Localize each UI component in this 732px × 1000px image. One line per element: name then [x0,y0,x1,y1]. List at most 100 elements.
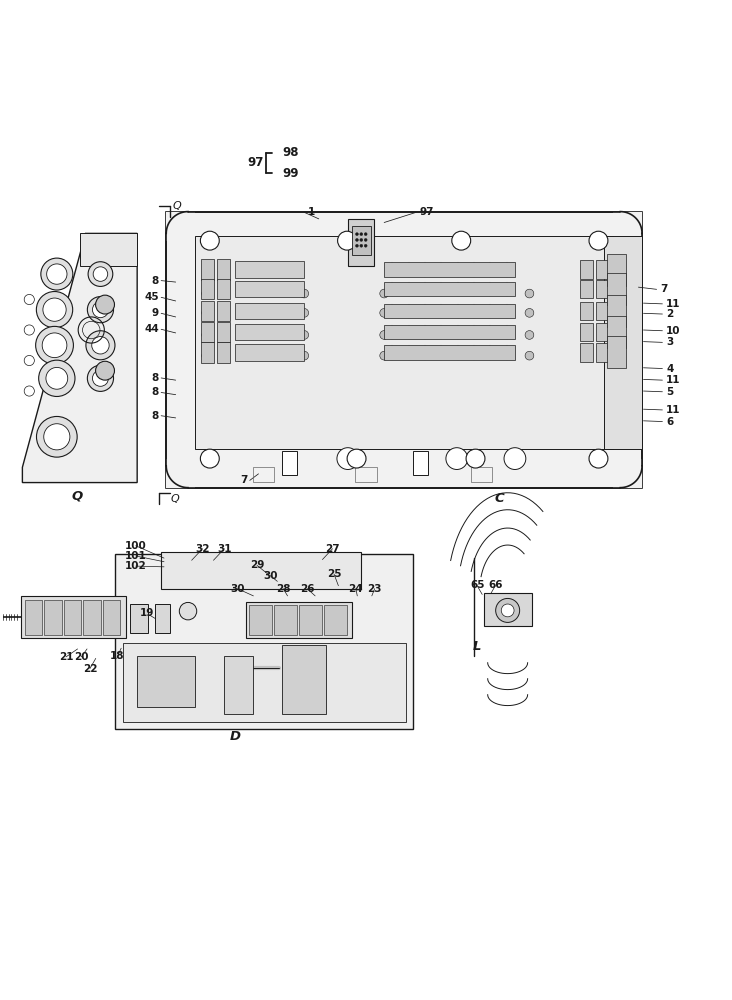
Circle shape [24,355,34,366]
Circle shape [598,351,606,360]
Text: 11: 11 [666,299,681,309]
Circle shape [466,449,485,468]
Text: 19: 19 [139,608,154,618]
Text: 18: 18 [111,651,124,661]
Bar [597,260,609,279]
Circle shape [42,333,67,358]
Bar [247,602,352,638]
Circle shape [96,361,114,380]
Bar [580,280,594,298]
Bar [580,343,594,362]
Circle shape [86,331,115,360]
Bar [607,336,626,368]
Bar [83,600,101,635]
Text: 3: 3 [666,337,673,347]
Circle shape [365,244,367,247]
Bar [352,226,371,255]
Bar [384,304,515,318]
Bar [166,212,195,241]
Text: 22: 22 [83,664,97,674]
Bar [44,600,61,635]
Text: 100: 100 [125,541,146,551]
Circle shape [88,262,113,286]
Bar [166,212,642,488]
Text: 8: 8 [152,387,159,397]
Bar [580,260,594,279]
Circle shape [337,448,359,469]
Text: 8: 8 [152,276,159,286]
Bar [224,656,253,714]
Circle shape [202,351,211,360]
Bar [274,605,297,635]
Bar [612,260,625,279]
Text: 2: 2 [666,309,673,319]
Circle shape [360,244,363,247]
Bar [580,302,594,320]
Text: 4: 4 [666,364,673,374]
Circle shape [93,267,108,281]
Bar [201,259,214,280]
Circle shape [360,233,363,236]
Circle shape [598,289,606,298]
Bar [283,645,326,714]
Text: C: C [494,492,504,505]
Bar [471,467,492,482]
Polygon shape [23,233,137,483]
Circle shape [589,449,608,468]
Text: 45: 45 [144,292,159,302]
Text: 65: 65 [470,580,485,590]
Text: D: D [230,730,241,743]
Bar [217,301,230,321]
Text: 8: 8 [152,411,159,421]
Circle shape [44,424,70,450]
Circle shape [41,258,72,290]
Bar [384,345,515,360]
Text: 5: 5 [666,387,673,397]
Circle shape [87,297,113,323]
Text: 7: 7 [240,475,247,485]
Circle shape [24,325,34,335]
Bar [201,342,214,363]
Circle shape [300,309,309,317]
Bar [607,254,626,286]
Circle shape [365,238,367,241]
Text: 98: 98 [283,146,299,159]
Circle shape [598,331,606,339]
Bar [201,279,214,299]
Bar [324,605,347,635]
Text: Q: Q [171,494,179,504]
Text: 97: 97 [419,207,434,217]
Bar [384,282,515,296]
Circle shape [360,238,363,241]
Circle shape [202,289,211,298]
Bar [201,322,214,342]
Bar [123,643,406,722]
Text: 1: 1 [308,207,315,217]
Circle shape [24,386,34,396]
Text: L: L [473,640,482,653]
Bar [217,322,230,342]
Bar [283,451,297,475]
Text: 26: 26 [300,584,315,594]
Bar [597,280,609,298]
Bar [116,554,414,729]
Circle shape [92,337,109,354]
Text: Q: Q [72,490,83,503]
Text: 44: 44 [144,324,159,334]
Bar [155,604,170,633]
Bar [597,302,609,320]
Text: 24: 24 [348,584,363,594]
Text: 6: 6 [666,417,673,427]
Bar [613,212,642,241]
Circle shape [47,264,67,284]
Circle shape [501,604,514,617]
Bar [130,604,148,633]
Circle shape [380,331,389,339]
Circle shape [380,289,389,298]
Circle shape [24,294,34,305]
Text: 20: 20 [74,652,89,662]
Circle shape [202,309,211,317]
Bar [80,233,137,266]
Circle shape [201,231,220,250]
Bar [612,323,625,341]
